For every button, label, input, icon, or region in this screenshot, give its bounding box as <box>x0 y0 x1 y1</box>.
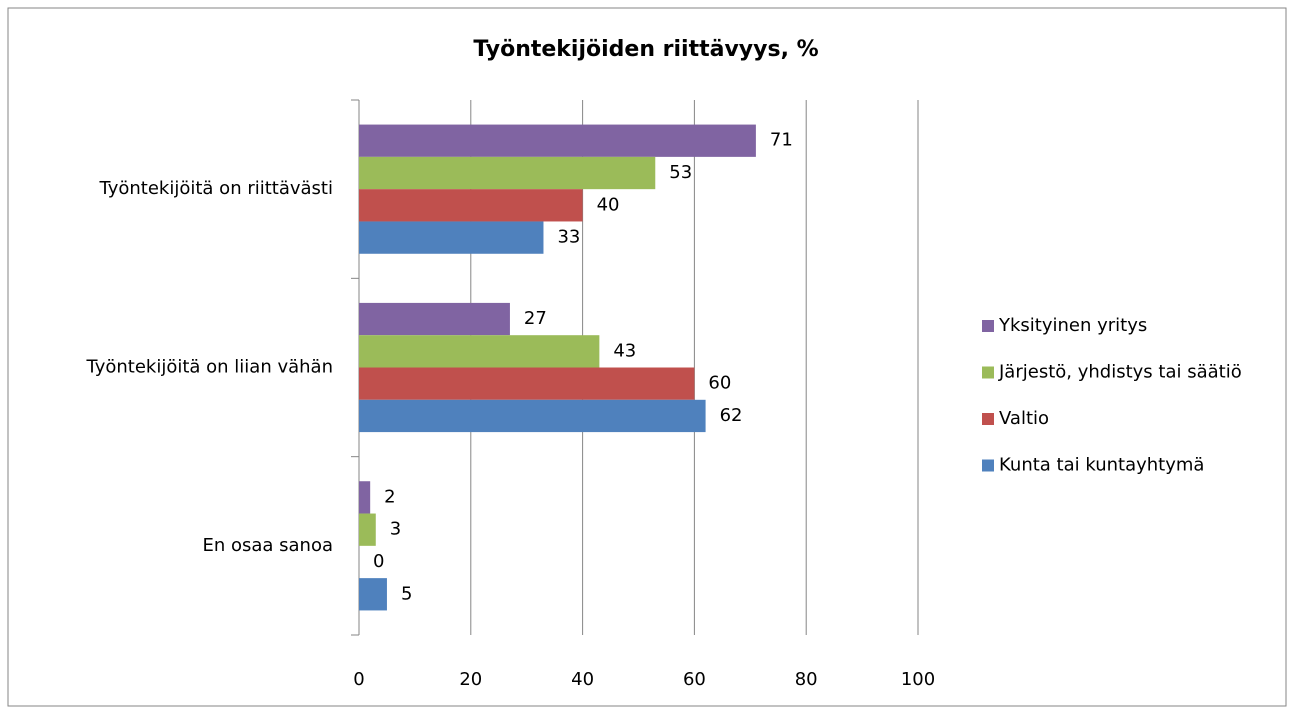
data-label: 5 <box>401 583 412 604</box>
data-label: 2 <box>384 486 395 507</box>
bar <box>359 221 544 254</box>
data-label: 27 <box>524 308 547 329</box>
x-tick-label: 80 <box>795 669 818 690</box>
legend-swatch <box>982 320 994 332</box>
data-label: 71 <box>770 130 793 151</box>
data-label: 60 <box>708 373 731 394</box>
y-tick-label: Työntekijöitä on riittävästi <box>99 178 333 199</box>
bar <box>359 481 371 514</box>
bar <box>359 367 695 400</box>
bar <box>359 189 583 222</box>
legend-swatch <box>982 459 994 472</box>
bar <box>359 156 656 190</box>
legend-swatch <box>982 413 994 425</box>
x-tick-label: 0 <box>353 669 364 690</box>
data-label: 33 <box>557 227 580 248</box>
bar <box>359 513 376 546</box>
y-tick-label: En osaa sanoa <box>202 535 333 556</box>
bar <box>359 399 706 433</box>
legend-label: Yksityinen yritys <box>998 315 1147 336</box>
bar <box>359 124 756 157</box>
x-tick-label: 60 <box>683 669 706 690</box>
legend-label: Valtio <box>999 408 1049 429</box>
data-label: 0 <box>373 551 384 572</box>
data-label: 43 <box>613 340 636 361</box>
bar <box>359 302 510 336</box>
x-tick-label: 100 <box>901 669 935 690</box>
bar <box>359 335 600 368</box>
y-tick-label: Työntekijöitä on liian vähän <box>86 357 333 378</box>
legend-label: Järjestö, yhdistys tai säätiö <box>998 362 1242 383</box>
data-label: 40 <box>597 194 620 215</box>
data-label: 62 <box>720 405 743 426</box>
bar <box>359 578 387 611</box>
chart-title: Työntekijöiden riittävyys, % <box>473 37 818 62</box>
data-label: 53 <box>669 162 692 183</box>
chart-frame <box>7 7 1287 707</box>
data-label: 3 <box>390 519 401 540</box>
legend-label: Kunta tai kuntayhtymä <box>999 455 1204 476</box>
x-tick-label: 40 <box>571 669 594 690</box>
legend-swatch <box>982 366 994 379</box>
x-tick-label: 20 <box>459 669 482 690</box>
